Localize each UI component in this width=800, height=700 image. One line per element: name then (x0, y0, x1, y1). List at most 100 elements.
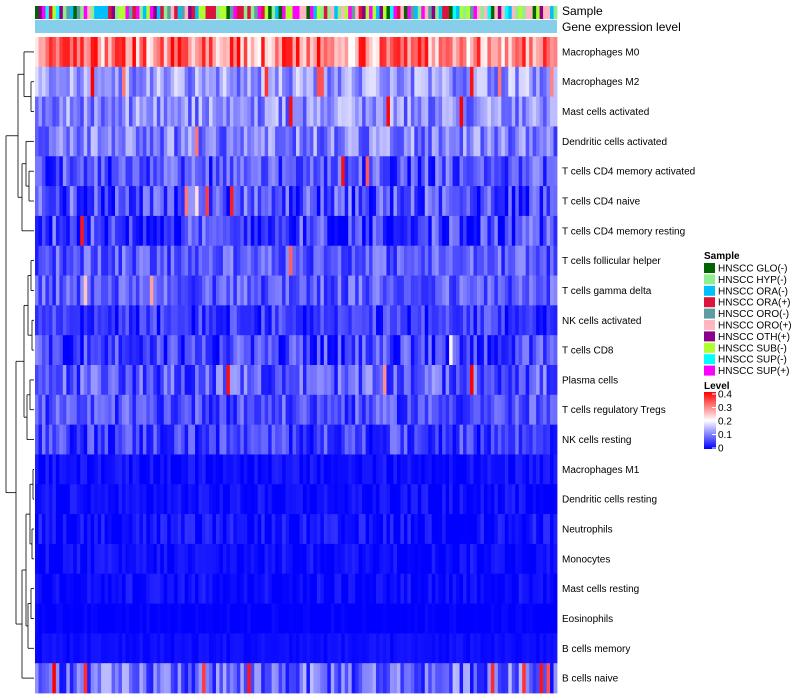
heatmap-cell (334, 573, 339, 604)
heatmap-cell (243, 543, 248, 575)
heatmap-cell (539, 66, 544, 98)
heatmap-cell (362, 603, 366, 634)
heatmap-cell (59, 394, 64, 426)
heatmap-cell (174, 245, 179, 276)
heatmap-cell (550, 484, 554, 515)
heatmap-cell (410, 573, 415, 604)
heatmap-cell (376, 484, 380, 515)
heatmap-cell (101, 543, 105, 575)
heatmap-cell (296, 126, 300, 157)
heatmap-cell (254, 454, 259, 485)
heatmap-cell (487, 484, 492, 515)
heatmap-cell (494, 454, 499, 485)
heatmap-cell (348, 394, 353, 426)
heatmap-cell (55, 126, 60, 157)
heatmap-cell (226, 514, 231, 545)
heatmap-cell (111, 424, 116, 455)
heatmap-cell (132, 424, 137, 455)
heatmap-cell (334, 365, 339, 396)
heatmap-cell (522, 66, 527, 98)
heatmap-cell (257, 126, 262, 157)
heatmap-cell (400, 275, 405, 306)
heatmap-cell (73, 245, 78, 276)
heatmap-cell (115, 335, 119, 366)
sample-annotation-cell (268, 6, 273, 19)
heatmap-cell (125, 37, 130, 68)
heatmap-cell (115, 484, 119, 515)
heatmap-cell (177, 394, 182, 426)
heatmap-cell (515, 603, 520, 634)
heatmap-cell (306, 215, 311, 247)
heatmap-cell (386, 37, 391, 68)
heatmap-cell (386, 275, 391, 306)
heatmap-cell (181, 394, 186, 426)
heatmap-cell (48, 186, 53, 217)
heatmap-cell (487, 424, 492, 455)
heatmap-cell (264, 514, 269, 545)
heatmap-cell (261, 96, 266, 127)
heatmap-cell (320, 543, 325, 575)
heatmap-cell (236, 454, 241, 485)
heatmap-cell (97, 126, 102, 157)
heatmap-cell (389, 573, 394, 604)
heatmap-cell (428, 454, 433, 485)
heatmap-cell (410, 186, 415, 217)
heatmap-cell (518, 96, 523, 127)
heatmap-cell (149, 514, 154, 545)
heatmap-cell (97, 663, 102, 694)
heatmap-cell (546, 424, 551, 455)
heatmap-cell (275, 126, 279, 157)
heatmap-cell (278, 96, 283, 127)
heatmap-cell (313, 365, 318, 396)
heatmap-cell (365, 335, 370, 366)
heatmap-cell (323, 514, 328, 545)
heatmap-cell (393, 126, 398, 157)
heatmap-cell (170, 484, 175, 515)
heatmap-cell (470, 66, 474, 98)
heatmap-cell (275, 603, 279, 634)
heatmap-cell (369, 514, 373, 545)
heatmap-cell (532, 514, 537, 545)
heatmap-cell (470, 514, 474, 545)
heatmap-cell (195, 633, 199, 664)
sample-annotation-cell (184, 6, 189, 19)
heatmap-cell (205, 37, 210, 68)
heatmap-cell (195, 96, 199, 127)
heatmap-cell (122, 603, 126, 634)
heatmap-cell (525, 424, 530, 455)
heatmap-cell (229, 663, 234, 694)
heatmap-cell (170, 454, 175, 485)
heatmap-cell (355, 394, 360, 426)
heatmap-cell (341, 603, 346, 634)
heatmap-cell (414, 96, 419, 127)
heatmap-cell (292, 126, 297, 157)
heatmap-cell (550, 394, 554, 426)
heatmap-cell (271, 365, 276, 396)
heatmap-cell (511, 37, 516, 68)
heatmap-cell (410, 663, 415, 694)
heatmap-cell (320, 37, 325, 68)
heatmap-cell (459, 633, 464, 664)
heatmap-cell (139, 275, 144, 306)
heatmap-cell (205, 633, 210, 664)
heatmap-cell (101, 365, 105, 396)
heatmap-cell (257, 215, 262, 247)
heatmap-cell (511, 66, 516, 98)
heatmap-cell (229, 37, 234, 68)
heatmap-cell (494, 305, 499, 336)
heatmap-cell (73, 186, 78, 217)
heatmap-cell (236, 156, 241, 187)
heatmap-cell (101, 186, 105, 217)
heatmap-cell (243, 275, 248, 306)
heatmap-cell (233, 394, 238, 426)
heatmap-cell (149, 335, 154, 366)
sample-annotation-cell (257, 6, 262, 19)
heatmap-cell (261, 454, 266, 485)
sample-annotation-cell (302, 6, 307, 19)
heatmap-cell (268, 66, 273, 98)
heatmap-cell (379, 663, 384, 694)
heatmap-cell (483, 454, 488, 485)
heatmap-cell (463, 424, 467, 455)
heatmap-cell (97, 215, 102, 247)
heatmap-cell (62, 335, 67, 366)
